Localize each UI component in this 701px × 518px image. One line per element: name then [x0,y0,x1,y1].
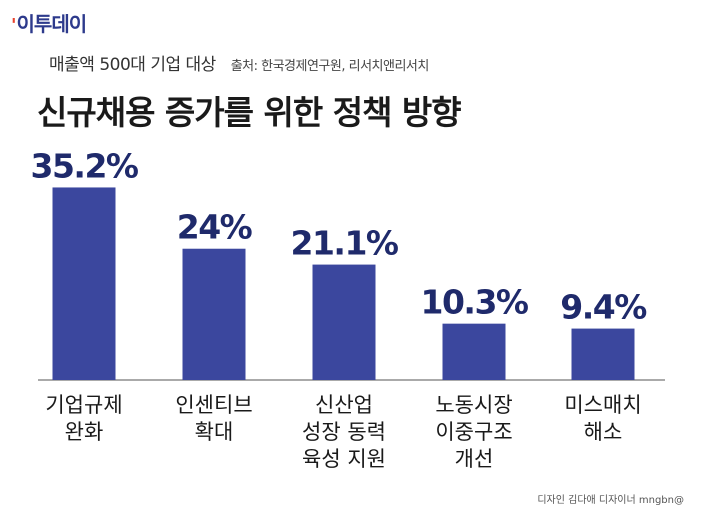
bar [571,328,635,380]
category-label: 노동시장 이중구조 개선 [435,393,512,471]
bar [312,264,376,380]
bar [442,323,506,380]
logo-mark-icon: ' [11,15,16,36]
category-label: 신산업 성장 동력 육성 지원 [302,393,386,471]
category-label: 미스매치 해소 [564,393,641,444]
data-label: 24% [177,208,253,247]
chart-title: 신규채용 증가를 위한 정책 방향 [37,93,462,132]
bar [52,187,116,380]
data-label: 9.4% [560,288,647,327]
data-label: 10.3% [421,283,529,322]
survey-scope: 매출액 500대 기업 대상 [49,55,216,75]
logo: '이투데이 [11,8,88,37]
category-label: 인센티브 확대 [175,393,252,444]
category-label: 기업규제 완화 [45,393,122,444]
logo-text: 이투데이 [16,12,88,36]
subtitle: 매출액 500대 기업 대상 출처: 한국경제연구원, 리서치앤리서치 [49,50,429,75]
data-label: 21.1% [291,224,399,263]
designer-credit: 디자인 김다애 디자이너 mngbn@ [537,495,684,506]
source-note: 출처: 한국경제연구원, 리서치앤리서치 [230,59,430,74]
bar [182,248,246,380]
data-label: 35.2% [31,146,139,185]
